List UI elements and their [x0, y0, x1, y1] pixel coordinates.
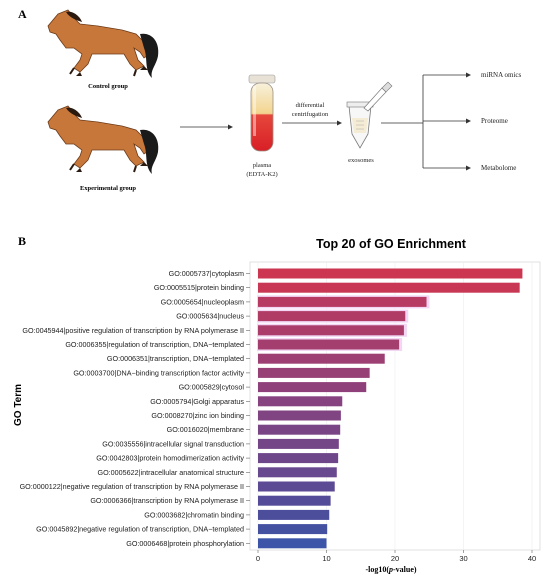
category-label: GO:0005829|cytosol	[179, 383, 245, 392]
bar	[258, 353, 385, 364]
plasma-label: plasma	[253, 162, 272, 169]
bar	[258, 424, 341, 435]
omics-branch-arrows	[381, 72, 471, 171]
category-label: GO:0006468|protein phosphorylation	[126, 539, 244, 548]
category-label: GO:0000122|negative regulation of transc…	[20, 482, 244, 491]
arrow-head-icon	[337, 120, 342, 126]
bar	[258, 524, 328, 535]
step-label-line2: centrifugation	[292, 111, 329, 118]
category-label: GO:0016020|membrane	[167, 425, 244, 434]
blood-tube-icon	[248, 74, 276, 152]
bar	[258, 296, 427, 307]
category-label: GO:0035556|intracellular signal transduc…	[102, 439, 244, 448]
bar	[258, 438, 339, 449]
bar	[258, 495, 331, 506]
omics-label-mirna: miRNA omics	[481, 71, 522, 79]
category-label: GO:0003700|DNA−binding transcription fac…	[73, 368, 244, 377]
category-label: GO:0008270|zinc ion binding	[151, 411, 244, 420]
control-horse-icon	[47, 9, 159, 78]
chart-title: Top 20 of GO Enrichment	[316, 237, 467, 251]
x-axis-label: -log10(p-value)	[365, 565, 416, 574]
y-axis-label: GO Term	[13, 384, 24, 426]
bar	[258, 282, 520, 293]
category-label: GO:0003682|chromatin binding	[144, 510, 244, 519]
panel-a: A Control group Experimental group	[18, 7, 522, 192]
category-label: GO:0005654|nucleoplasm	[161, 297, 244, 306]
exosomes-label: exosomes	[348, 157, 374, 164]
panel-b: B Top 20 of GO Enrichment GO Term -log10…	[13, 234, 541, 574]
exosome-tube-icon	[346, 101, 374, 149]
category-label: GO:0006351|transcription, DNA−templated	[107, 354, 244, 363]
bar	[258, 311, 406, 322]
bar	[258, 339, 400, 350]
bar	[258, 367, 370, 378]
bar	[258, 538, 327, 549]
panel-b-letter: B	[18, 234, 26, 248]
bar	[258, 396, 343, 407]
plasma-sub-label: (EDTA-K2)	[246, 171, 277, 178]
category-label: GO:0005634|nucleus	[176, 312, 244, 321]
experimental-group-label: Experimental group	[80, 185, 136, 192]
bar-chart: GO:0005737|cytoplasm GO:0005515|protein b…	[20, 261, 541, 563]
bar	[258, 481, 335, 492]
category-label: GO:0045944|positive regulation of transc…	[22, 326, 244, 335]
category-label: GO:0006366|transcription by RNA polymera…	[90, 496, 244, 505]
category-label: GO:0006355|regulation of transcription, …	[65, 340, 244, 349]
category-label: GO:0005622|intracellular anatomical stru…	[98, 468, 245, 477]
category-label: GO:0045892|negative regulation of transc…	[36, 525, 244, 534]
experimental-horse-icon	[47, 105, 159, 174]
category-label: GO:0042803|protein homodimerization acti…	[96, 454, 244, 463]
arrow-head-icon	[228, 124, 233, 130]
x-tick-label: 10	[322, 554, 330, 563]
bar	[258, 410, 341, 421]
bar	[258, 467, 337, 478]
pipette-icon	[363, 81, 393, 112]
bar	[258, 325, 404, 336]
x-tick-label: 30	[459, 554, 467, 563]
panel-a-letter: A	[18, 7, 27, 21]
omics-label-proteome: Proteome	[481, 117, 508, 125]
bar	[258, 382, 367, 393]
bar	[258, 453, 339, 464]
x-tick-label: 20	[391, 554, 399, 563]
category-label: GO:0005737|cytoplasm	[169, 269, 244, 278]
omics-label-metabolome: Metabolome	[481, 164, 516, 172]
step-label-line1: differential	[296, 102, 325, 109]
category-label: GO:0005794|Golgi apparatus	[150, 397, 244, 406]
category-label: GO:0005515|protein binding	[154, 283, 244, 292]
bar	[258, 268, 523, 279]
x-tick-label: 40	[528, 554, 536, 563]
bar	[258, 509, 330, 520]
x-tick-label: 0	[256, 554, 260, 563]
control-group-label: Control group	[88, 83, 128, 90]
